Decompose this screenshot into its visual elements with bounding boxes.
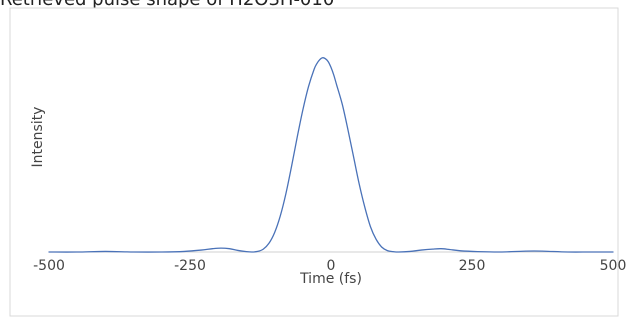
x-tick-label: 500 — [600, 258, 627, 274]
y-axis-label: Intensity — [30, 107, 46, 168]
x-tick-label: -500 — [33, 258, 65, 274]
x-axis-label: Time (fs) — [299, 271, 362, 287]
chart-title: Retrieved pulse shape of H2O3H-010 — [0, 0, 334, 10]
x-tick-label: 250 — [459, 258, 486, 274]
pulse-intensity-line — [48, 57, 614, 253]
x-tick-label: -250 — [174, 258, 206, 274]
x-tick-labels: -500 -250 0 250 500 — [33, 258, 626, 274]
x-tick-label: 0 — [327, 258, 336, 274]
plot-frame — [9, 7, 619, 317]
